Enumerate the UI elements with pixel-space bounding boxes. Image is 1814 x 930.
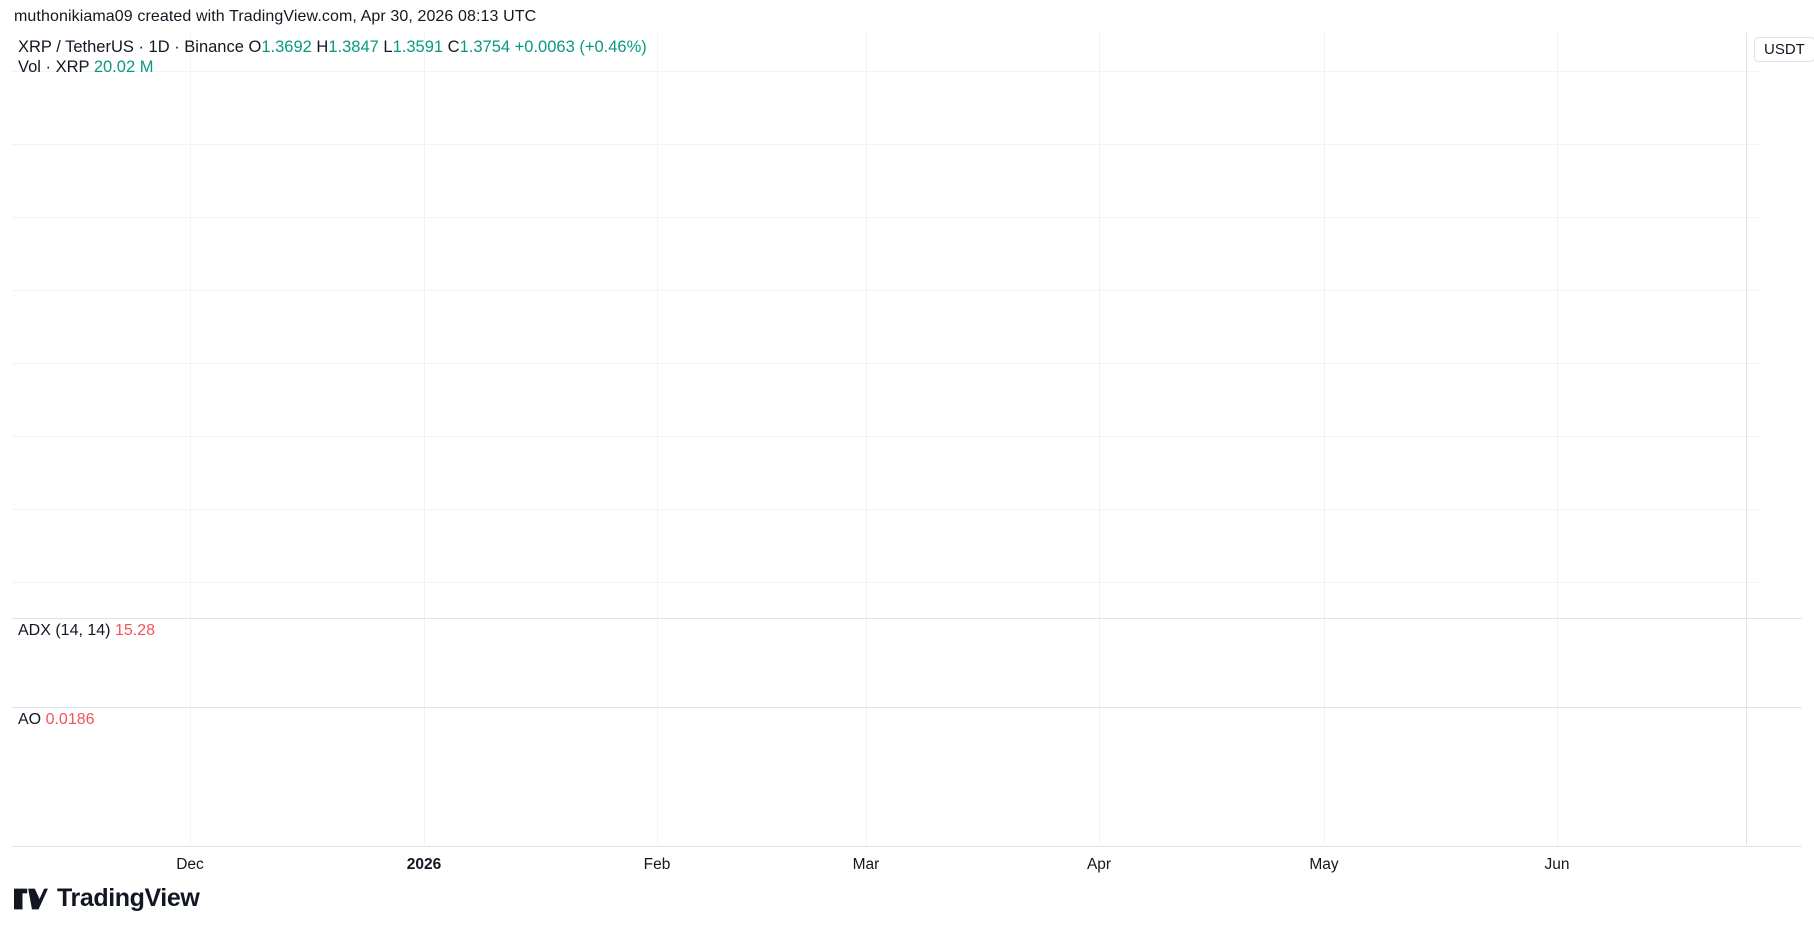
pane-divider-ao [12, 707, 1802, 708]
price-scale[interactable]: USDT [1746, 33, 1814, 845]
time-tick-label: Jun [1544, 856, 1570, 873]
adx-plot [12, 619, 1758, 707]
tradingview-wordmark: TradingView [57, 884, 200, 912]
tradingview-mark-icon [14, 888, 48, 909]
grid-line-vertical [1324, 33, 1325, 845]
time-tick-label: 2026 [406, 856, 442, 873]
grid-line-vertical [1099, 33, 1100, 845]
grid-line-vertical [657, 33, 658, 845]
time-scale[interactable]: Dec 2026 Feb Mar Apr May Jun [12, 846, 1802, 882]
price-pane: XRP / TetherUS · 1D · Binance O1.3692 H1… [12, 33, 1758, 618]
grid-line-horizontal [12, 143, 1758, 145]
ao-plot [12, 708, 1758, 821]
tradingview-logo: TradingView [14, 884, 200, 913]
grid-line-horizontal [12, 216, 1758, 218]
price-plot [12, 33, 1758, 618]
grid-line-horizontal [12, 435, 1758, 437]
grid-line-vertical [190, 33, 191, 845]
grid-line-horizontal [12, 362, 1758, 364]
grid-line-horizontal [12, 70, 1758, 72]
grid-line-vertical [866, 33, 867, 845]
ao-pane: AO 0.0186 [12, 708, 1758, 821]
time-tick-label: Apr [1086, 856, 1112, 873]
chart-frame: XRP / TetherUS · 1D · Binance O1.3692 H1… [12, 33, 1802, 845]
price-scale-divider [1746, 33, 1747, 845]
time-tick-label: Feb [643, 856, 671, 873]
time-tick-label: Mar [852, 856, 880, 873]
adx-pane: ADX (14, 14) 15.28 [12, 619, 1758, 707]
grid-line-horizontal [12, 581, 1758, 583]
pane-divider-adx [12, 618, 1802, 619]
grid-line-horizontal [12, 508, 1758, 510]
grid-line-vertical [1557, 33, 1558, 845]
attribution-text: muthonikiama09 created with TradingView.… [14, 8, 537, 25]
time-tick-label: Dec [176, 856, 204, 873]
grid-line-vertical [424, 33, 425, 845]
grid-line-horizontal [12, 289, 1758, 291]
currency-unit-badge: USDT [1754, 37, 1814, 62]
time-tick-label: May [1309, 856, 1339, 873]
